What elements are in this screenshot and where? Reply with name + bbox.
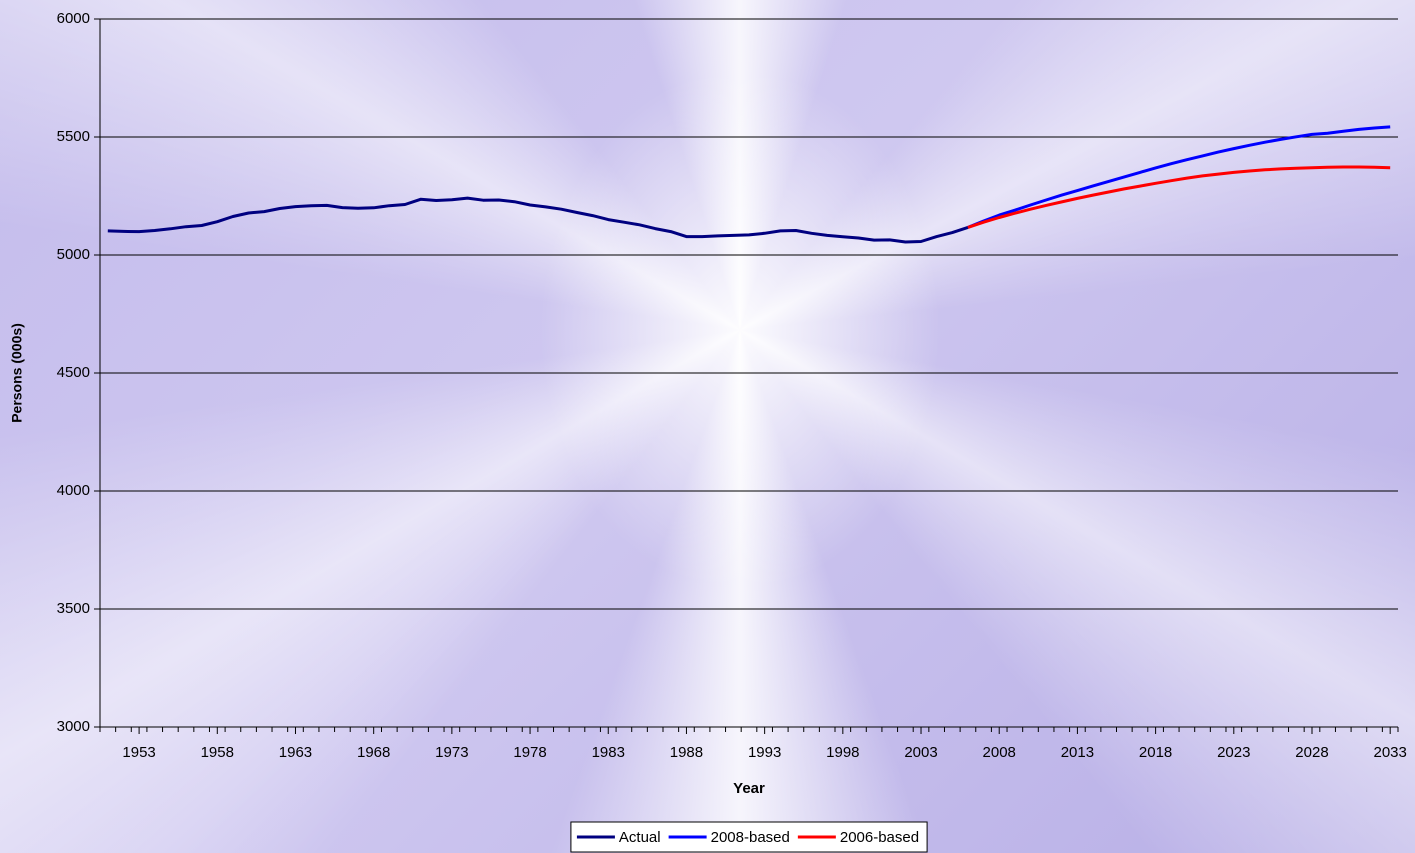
y-tick-label: 5500 <box>57 128 90 145</box>
y-tick-label: 5000 <box>57 246 90 263</box>
x-tick-label: 2023 <box>1217 744 1250 761</box>
legend-label: 2006-based <box>840 829 919 846</box>
y-tick-label: 4500 <box>57 364 90 381</box>
x-tick-label: 1973 <box>435 744 468 761</box>
y-tick-label: 3500 <box>57 600 90 617</box>
x-tick-label: 2033 <box>1373 744 1406 761</box>
x-tick-label: 2003 <box>904 744 937 761</box>
x-tick-label: 1953 <box>122 744 155 761</box>
legend-box <box>570 821 928 853</box>
y-tick-label: 6000 <box>57 10 90 27</box>
series-line <box>967 125 1391 229</box>
x-tick-label: 2028 <box>1295 744 1328 761</box>
legend-label: Actual <box>619 829 661 846</box>
x-tick-label: 1983 <box>592 744 625 761</box>
legend: Actual 2008-based 2006-based <box>570 821 928 853</box>
legend-label: 2008-based <box>711 829 790 846</box>
x-tick-label: 1998 <box>826 744 859 761</box>
x-tick-label: 2018 <box>1139 744 1172 761</box>
x-tick-label: 1963 <box>279 744 312 761</box>
series-line <box>107 196 969 244</box>
x-tick-label: 1978 <box>513 744 546 761</box>
x-tick-label: 1968 <box>357 744 390 761</box>
x-tick-label: 2013 <box>1061 744 1094 761</box>
x-tick-label: 1958 <box>201 744 234 761</box>
y-tick-label: 4000 <box>57 482 90 499</box>
y-tick-label: 3000 <box>57 718 90 735</box>
x-tick-label: 1988 <box>670 744 703 761</box>
series-line <box>967 165 1391 229</box>
x-tick-label: 2008 <box>983 744 1016 761</box>
y-axis-label: Persons (000s) <box>9 323 25 423</box>
x-axis-label: Year <box>733 780 765 797</box>
x-tick-label: 1993 <box>748 744 781 761</box>
